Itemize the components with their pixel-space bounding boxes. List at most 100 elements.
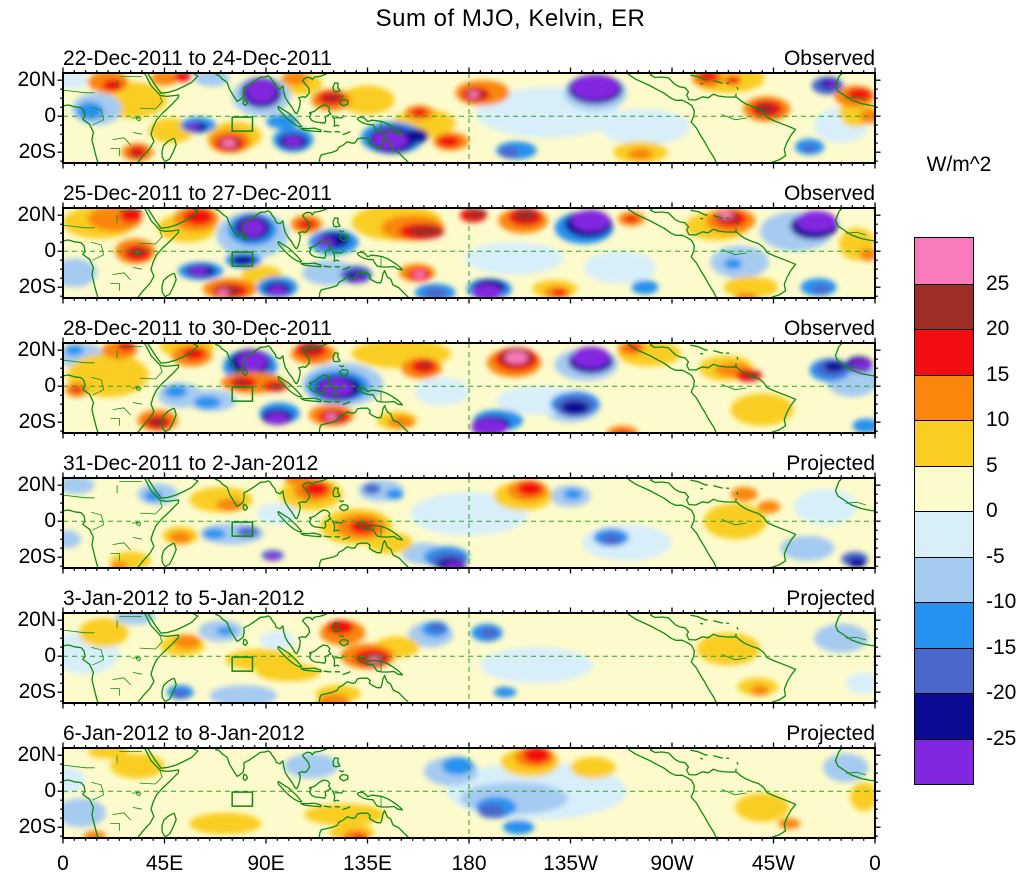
axis-ticks bbox=[57, 607, 881, 709]
anomaly-blob bbox=[349, 519, 377, 534]
map-panel bbox=[57, 607, 881, 709]
colorbar-tick-label: 0 bbox=[986, 499, 998, 522]
anomaly-blob bbox=[189, 812, 262, 835]
anomaly-field bbox=[63, 343, 875, 433]
anomaly-blob bbox=[326, 620, 354, 635]
y-axis-tick-label: 20S bbox=[18, 545, 56, 569]
anomaly-blob bbox=[571, 346, 610, 369]
map-content bbox=[63, 478, 875, 568]
coastlines bbox=[63, 613, 875, 703]
colorbar-cell bbox=[915, 693, 973, 739]
anomaly-blob bbox=[778, 818, 801, 829]
anomaly-blob bbox=[303, 481, 328, 496]
y-axis-tick-label: 20N bbox=[17, 338, 56, 362]
colorbar-tick-label: 10 bbox=[986, 408, 1010, 431]
axis-ticks bbox=[57, 472, 881, 574]
map-content bbox=[63, 343, 875, 433]
coastlines bbox=[63, 748, 875, 838]
panel-header: 31-Dec-2011 to 2-Jan-2012 Projected bbox=[63, 452, 875, 476]
panel-header: 22-Dec-2011 to 24-Dec-2011 Observed bbox=[63, 47, 875, 71]
anomaly-blob bbox=[130, 151, 141, 157]
anomaly-blob bbox=[172, 689, 189, 699]
anomaly-blob bbox=[624, 215, 639, 223]
anomaly-blob bbox=[606, 425, 639, 433]
anomaly-blob bbox=[478, 803, 506, 819]
coastlines bbox=[63, 208, 875, 298]
anomaly-blob bbox=[850, 782, 875, 811]
anomaly-blob bbox=[173, 634, 201, 649]
anomaly-blob bbox=[499, 146, 520, 158]
anomaly-blob bbox=[780, 535, 835, 561]
anomaly-blob bbox=[340, 85, 395, 115]
anomaly-blob bbox=[283, 136, 303, 147]
y-axis-tick-label: 20N bbox=[17, 608, 56, 632]
y-axis-tick-label: 20S bbox=[18, 140, 56, 164]
anomaly-blob bbox=[87, 748, 129, 759]
anomaly-blob bbox=[852, 418, 875, 433]
colorbar-tick-label: 5 bbox=[986, 453, 998, 477]
anomaly-blob bbox=[697, 73, 719, 82]
colorbar-cell bbox=[915, 420, 973, 466]
anomaly-blob bbox=[796, 210, 837, 233]
anomaly-blob bbox=[570, 757, 616, 779]
anomaly-blob bbox=[164, 385, 188, 398]
anomaly-blob bbox=[735, 793, 790, 822]
anomaly-blob bbox=[814, 623, 869, 653]
anomaly-blob bbox=[63, 530, 81, 549]
y-axis-tick-label: 0 bbox=[44, 779, 56, 803]
anomaly-blob bbox=[231, 255, 256, 266]
anomaly-blob bbox=[304, 803, 386, 826]
map-content bbox=[63, 613, 875, 703]
anomaly-blob bbox=[367, 532, 413, 554]
anomaly-blob bbox=[236, 526, 260, 538]
anomaly-blob bbox=[63, 258, 97, 288]
anomaly-blob bbox=[423, 287, 447, 298]
anomaly-blob bbox=[420, 361, 432, 369]
anomaly-blob bbox=[811, 284, 830, 294]
anomaly-blob bbox=[368, 656, 380, 663]
anomaly-blob bbox=[823, 753, 869, 783]
anomaly-blob bbox=[76, 101, 104, 120]
anomaly-blob bbox=[387, 415, 415, 429]
anomaly-blob bbox=[202, 528, 226, 540]
country-borders bbox=[63, 481, 867, 561]
panel-date-range-label: 6-Jan-2012 to 8-Jan-2012 bbox=[63, 722, 305, 745]
anomaly-blob bbox=[561, 400, 589, 415]
country-borders bbox=[63, 76, 867, 156]
anomaly-blob bbox=[110, 561, 129, 568]
anomaly-blob bbox=[413, 271, 426, 278]
anomaly-blob bbox=[266, 553, 280, 561]
anomaly-blob bbox=[411, 108, 428, 118]
anomaly-blob bbox=[233, 379, 247, 387]
colorbar-tick-label: 15 bbox=[986, 362, 1010, 386]
colorbar-cell bbox=[915, 238, 973, 284]
anomaly-blob bbox=[169, 531, 192, 544]
anomaly-blob bbox=[237, 351, 268, 371]
anomaly-blob bbox=[472, 284, 502, 298]
anomaly-blob bbox=[725, 75, 741, 85]
x-axis-tick-label: 90E bbox=[247, 852, 285, 875]
mjo-reference-box bbox=[231, 116, 254, 132]
colorbar-cell bbox=[915, 283, 973, 329]
anomaly-blob bbox=[757, 500, 781, 514]
coastlines bbox=[63, 478, 875, 568]
country-borders bbox=[63, 616, 867, 696]
anomaly-blob bbox=[599, 109, 691, 145]
anomaly-blob bbox=[626, 343, 641, 351]
country-borders bbox=[63, 751, 867, 831]
anomaly-blob bbox=[268, 285, 287, 296]
y-axis-tick-label: 20S bbox=[18, 275, 56, 299]
anomaly-blob bbox=[216, 626, 235, 636]
anomaly-blob bbox=[183, 208, 213, 226]
anomaly-field bbox=[63, 208, 875, 298]
anomaly-blob bbox=[409, 226, 443, 237]
y-axis-tick-label: 20N bbox=[17, 68, 56, 92]
y-axis-tick-label: 0 bbox=[44, 239, 56, 263]
y-axis-tick-label: 0 bbox=[44, 104, 56, 128]
anomaly-blob bbox=[471, 418, 508, 433]
anomaly-blob bbox=[70, 386, 83, 393]
x-axis-tick-label: 135W bbox=[543, 852, 598, 875]
anomaly-blob bbox=[114, 613, 156, 625]
anomaly-blob bbox=[467, 91, 480, 98]
map-content bbox=[63, 73, 875, 163]
